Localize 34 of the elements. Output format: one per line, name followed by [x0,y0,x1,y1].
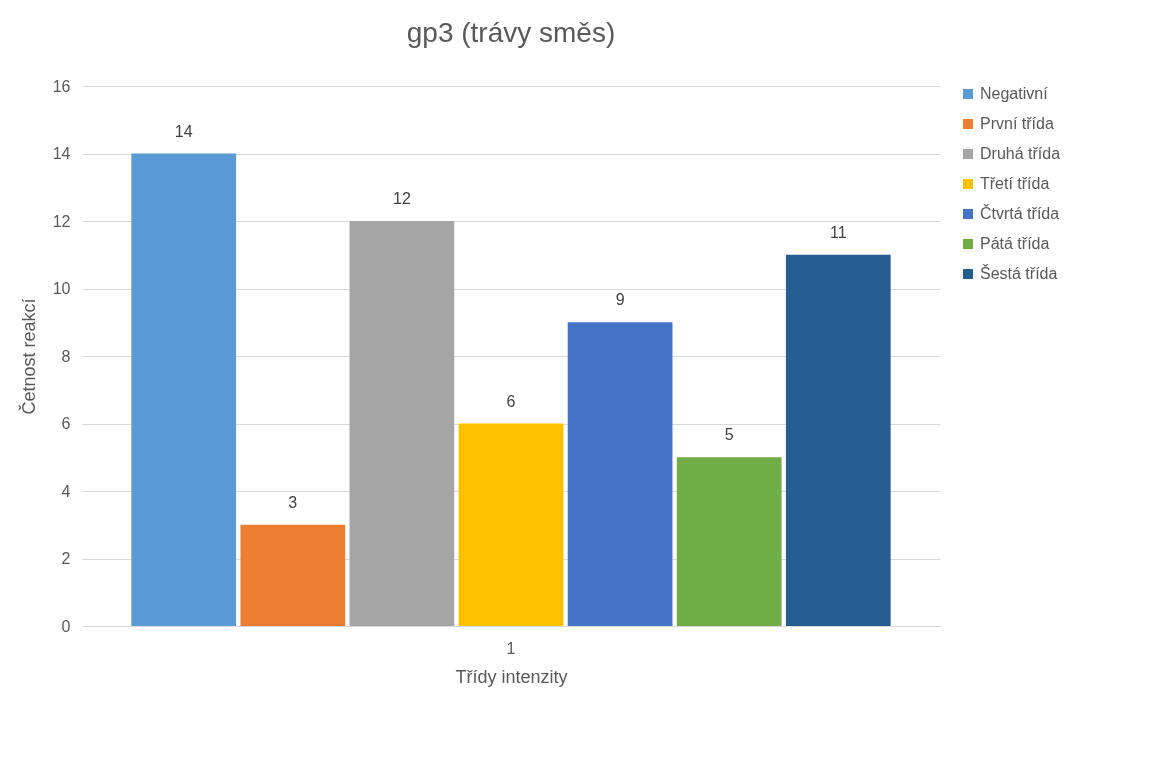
bar [567,322,673,626]
y-tick-label: 12 [52,212,71,230]
x-tick-label: 1 [506,639,516,657]
y-tick-label: 8 [61,347,71,365]
data-label: 12 [393,190,411,207]
y-tick-label: 0 [61,617,71,635]
legend-label: Čtvrtá třída [980,204,1060,222]
y-tick-label: 6 [61,415,71,432]
data-label: 11 [829,223,847,241]
chart-title: gp3 (trávy směs) [406,17,616,48]
data-label: 3 [288,493,298,511]
bar [349,221,455,626]
bar [240,524,346,626]
y-axis-title: Četnost reakcí [17,298,39,415]
data-label: 9 [615,291,625,309]
legend-label: První třída [980,115,1054,132]
legend-label: Pátá třída [980,235,1050,252]
y-tick-label: 14 [52,145,71,162]
y-tick-label: 2 [61,550,71,567]
legend-label: Druhá třída [980,145,1061,162]
bar [676,457,782,626]
bar [131,153,237,626]
x-axis-title: Třídy intenzity [455,666,568,687]
data-label: 14 [174,122,193,140]
legend-label: Třetí třída [980,175,1050,192]
y-tick-label: 10 [52,280,71,297]
bar [785,254,891,626]
legend-label: Šestá třída [980,264,1058,282]
data-label: 6 [506,392,516,410]
y-tick-label: 16 [52,77,71,95]
legend-label: Negativní [980,85,1049,102]
data-label: 5 [724,426,734,444]
bar [458,423,564,626]
y-tick-label: 4 [61,482,71,500]
